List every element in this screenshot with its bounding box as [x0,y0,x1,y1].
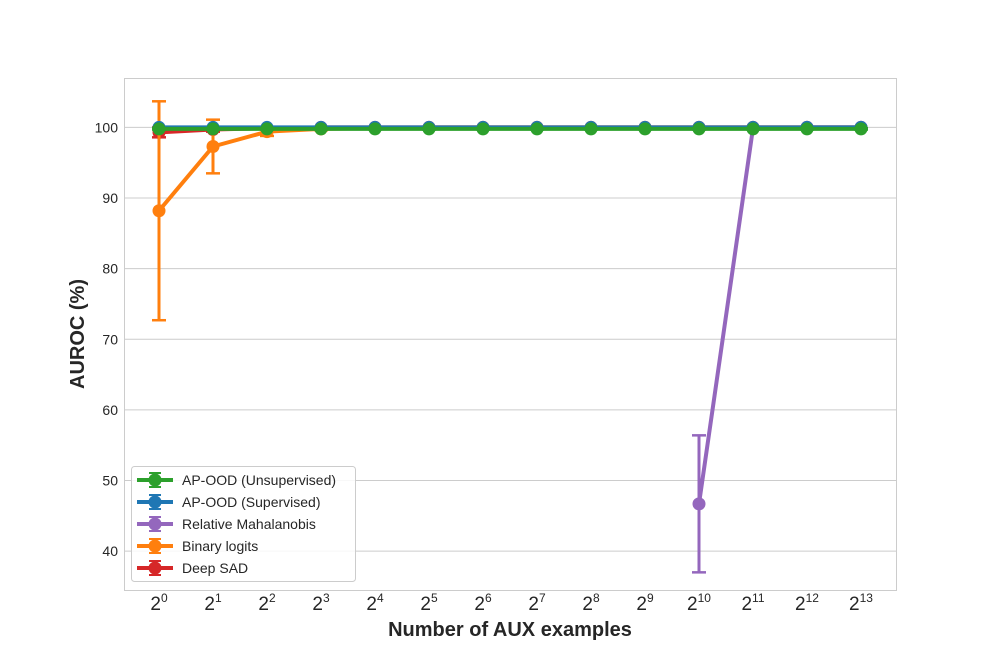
series-lines [152,100,868,574]
data-point [638,122,652,136]
data-point [854,122,868,136]
x-tick-label: 21 [204,591,222,615]
x-tick-label: 28 [582,591,600,615]
x-tick-label: 26 [474,591,492,615]
x-tick-label: 20 [150,591,168,615]
y-tick-label: 90 [102,190,118,206]
x-tick-label: 211 [741,591,764,615]
legend-item-ap-ood-supervised: AP-OOD (Supervised) [137,494,320,510]
legend-item-deep-sad: Deep SAD [137,560,248,576]
legend-label: AP-OOD (Unsupervised) [182,472,336,488]
data-point [206,122,220,136]
y-axis-title: AUROC (%) [67,279,89,389]
legend-label: Deep SAD [182,560,248,576]
data-point [152,204,166,218]
data-point [368,122,382,136]
plot-frame [124,78,897,591]
x-axis-title: Number of AUX examples [388,619,632,641]
data-point [476,122,490,136]
data-point [584,122,598,136]
legend: AP-OOD (Unsupervised) AP-OOD (Supervised)… [131,466,356,582]
x-tick-label: 22 [258,591,276,615]
series-ap-ood-unsupervised [152,122,868,136]
legend-item-relative-mahalanobis: Relative Mahalanobis [137,516,316,532]
legend-label: Relative Mahalanobis [182,516,316,532]
x-tick-label: 23 [312,591,330,615]
data-point [530,122,544,136]
data-point [692,122,706,136]
legend-marker [148,473,162,487]
data-point [152,122,166,136]
x-tick-label: 27 [528,591,546,615]
data-point [746,122,760,136]
x-tick-labels: 20 21 22 23 24 25 26 27 28 29 210 211 212 213 [150,591,873,615]
legend-marker [148,561,162,575]
x-tick-label: 212 [795,591,819,615]
x-tick-label: 25 [420,591,438,615]
legend-marker [148,495,162,509]
x-tick-label: 24 [366,591,384,615]
x-tick-label: 29 [636,591,654,615]
x-tick-label: 210 [687,591,711,615]
legend-item-ap-ood-unsupervised: AP-OOD (Unsupervised) [137,472,336,488]
y-tick-label: 70 [102,331,118,347]
y-tick-label: 40 [102,543,118,559]
y-tick-label: 50 [102,473,118,489]
y-tick-labels: 40 50 60 70 80 90 100 [95,119,119,559]
x-tick-label: 213 [849,591,873,615]
legend-box [131,466,356,582]
y-tick-label: 80 [102,261,118,277]
data-point [260,122,274,136]
y-tick-label: 60 [102,402,118,418]
legend-label: Binary logits [182,538,258,554]
data-point [206,140,220,154]
data-point [800,122,814,136]
legend-marker [148,539,162,553]
y-tick-label: 100 [95,119,119,135]
data-point [314,122,328,136]
legend-item-binary-logits: Binary logits [137,538,258,554]
legend-marker [148,517,162,531]
data-point [422,122,436,136]
legend-label: AP-OOD (Supervised) [182,494,320,510]
data-point [692,497,706,511]
